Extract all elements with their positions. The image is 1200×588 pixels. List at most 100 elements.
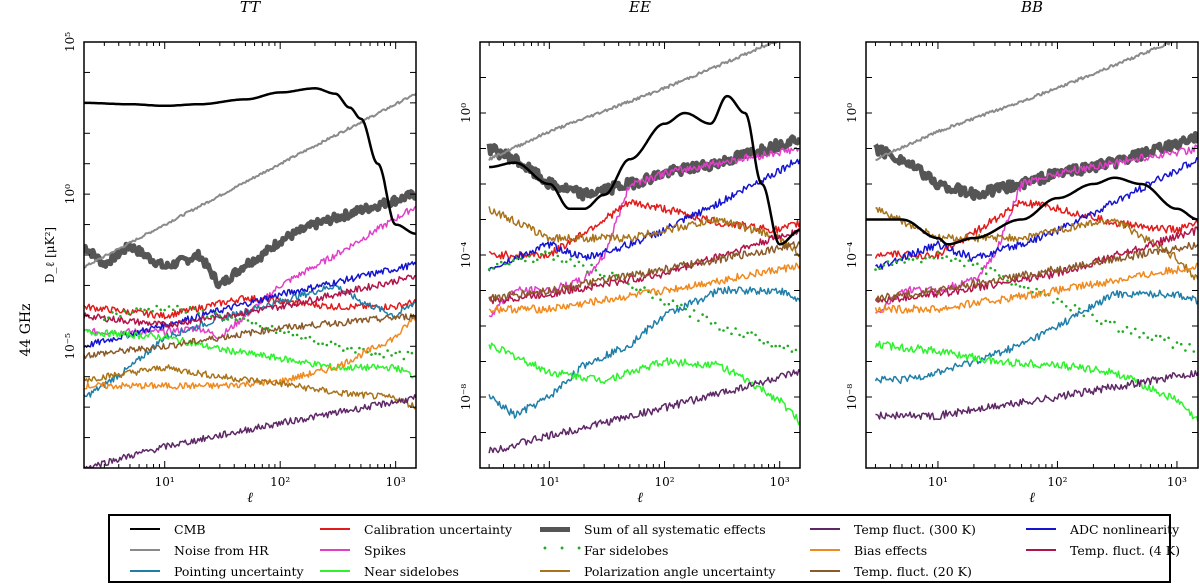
data-point (131, 310, 134, 314)
data-point (342, 349, 345, 352)
data-point (139, 307, 142, 311)
data-point (615, 273, 618, 277)
data-point (552, 258, 555, 261)
series-adc-nonlinearity (875, 157, 1198, 270)
legend-label: CMB (174, 521, 206, 537)
series-adc-nonlinearity (84, 261, 416, 348)
data-point (115, 312, 118, 316)
series-polarization-angle-uncertainty (488, 206, 800, 258)
data-point (754, 333, 757, 337)
data-point (878, 267, 881, 271)
data-point (659, 298, 662, 302)
data-point (734, 327, 737, 330)
legend-swatch (810, 519, 840, 539)
data-point (1113, 320, 1116, 324)
data-point (308, 335, 312, 339)
data-point (688, 315, 692, 318)
data-point (790, 350, 794, 353)
data-point (334, 342, 337, 346)
data-point (201, 309, 205, 313)
legend-swatch (130, 540, 160, 560)
data-point (603, 274, 606, 278)
data-point (556, 254, 560, 258)
data-point (382, 355, 385, 359)
data-point (1154, 334, 1158, 338)
data-point (1052, 301, 1055, 304)
y-tick-label: 10⁻⁴ (845, 242, 859, 269)
data-point (491, 267, 495, 270)
series-temp-fluct-4-k (84, 274, 416, 329)
series-near-sidelobes (84, 328, 416, 379)
series-temp-fluct-300-k (84, 394, 416, 468)
data-point (611, 271, 614, 275)
y-tick-label: 10⁰ (845, 103, 859, 123)
data-point (586, 270, 589, 274)
data-point (569, 258, 572, 261)
y-axis-label: D_ℓ [μK²] (43, 227, 57, 283)
data-point (709, 322, 713, 325)
data-point (997, 274, 1001, 277)
data-point (980, 267, 984, 270)
data-point (1082, 314, 1086, 318)
series-far-sidelobes (487, 250, 798, 353)
data-point (1078, 307, 1081, 311)
y-tick-label: 10⁻⁸ (459, 384, 473, 411)
data-point (692, 309, 696, 312)
data-point (291, 333, 295, 337)
data-point (945, 255, 948, 258)
data-point (151, 309, 154, 313)
data-point (963, 264, 966, 268)
series-spikes (875, 144, 1198, 314)
data-point (928, 255, 931, 259)
x-tick-label: 10³ (386, 475, 406, 489)
series-bias-effects (874, 262, 1198, 314)
series-pointing-uncertainty (84, 283, 416, 398)
legend-item-noise-from-hr: Noise from HR (130, 540, 269, 560)
series-cmb (84, 87, 416, 235)
y-tick-label: 10⁰ (63, 184, 77, 204)
data-point (193, 307, 196, 311)
data-point (180, 308, 183, 311)
data-point (1108, 320, 1112, 324)
legend-swatch (1026, 519, 1056, 539)
panel-title: TT (240, 0, 261, 16)
data-point (222, 318, 226, 322)
data-point (295, 333, 299, 337)
legend-label: Sum of all systematic effects (584, 521, 766, 537)
data-point (329, 340, 333, 344)
data-point (111, 311, 114, 314)
series-temp-fluct-300-k (875, 370, 1198, 421)
series-bias-effects (84, 315, 416, 390)
data-point (278, 329, 282, 333)
data-point (103, 318, 106, 322)
data-point (718, 328, 721, 331)
series-polarization-angle-uncertainty (84, 364, 416, 410)
data-point (499, 260, 503, 264)
x-tick-label: 10² (654, 475, 674, 489)
data-point (560, 260, 564, 263)
data-point (663, 303, 666, 306)
data-point (312, 340, 316, 343)
data-point (205, 315, 209, 319)
series-sum-of-all-systematic-effects (486, 134, 800, 202)
data-point (390, 354, 393, 357)
data-point (1159, 334, 1162, 338)
legend-label: ADC nonlinearity (1070, 521, 1180, 537)
data-point (386, 349, 389, 352)
data-point (159, 308, 162, 312)
legend-swatch (540, 519, 570, 539)
data-point (1022, 285, 1026, 289)
data-point (742, 335, 745, 339)
data-point (1117, 330, 1120, 333)
legend-label: Calibration uncertainty (364, 521, 513, 537)
data-point (143, 308, 146, 312)
data-point (210, 315, 213, 318)
series-temp-fluct-20-k (488, 241, 800, 302)
data-point (936, 250, 940, 254)
data-point (317, 342, 320, 346)
data-point (135, 307, 138, 310)
series-noise-from-hr (875, 42, 1175, 161)
data-point (778, 344, 781, 348)
series-pointing-uncertainty (874, 289, 1198, 385)
data-point (971, 263, 975, 267)
